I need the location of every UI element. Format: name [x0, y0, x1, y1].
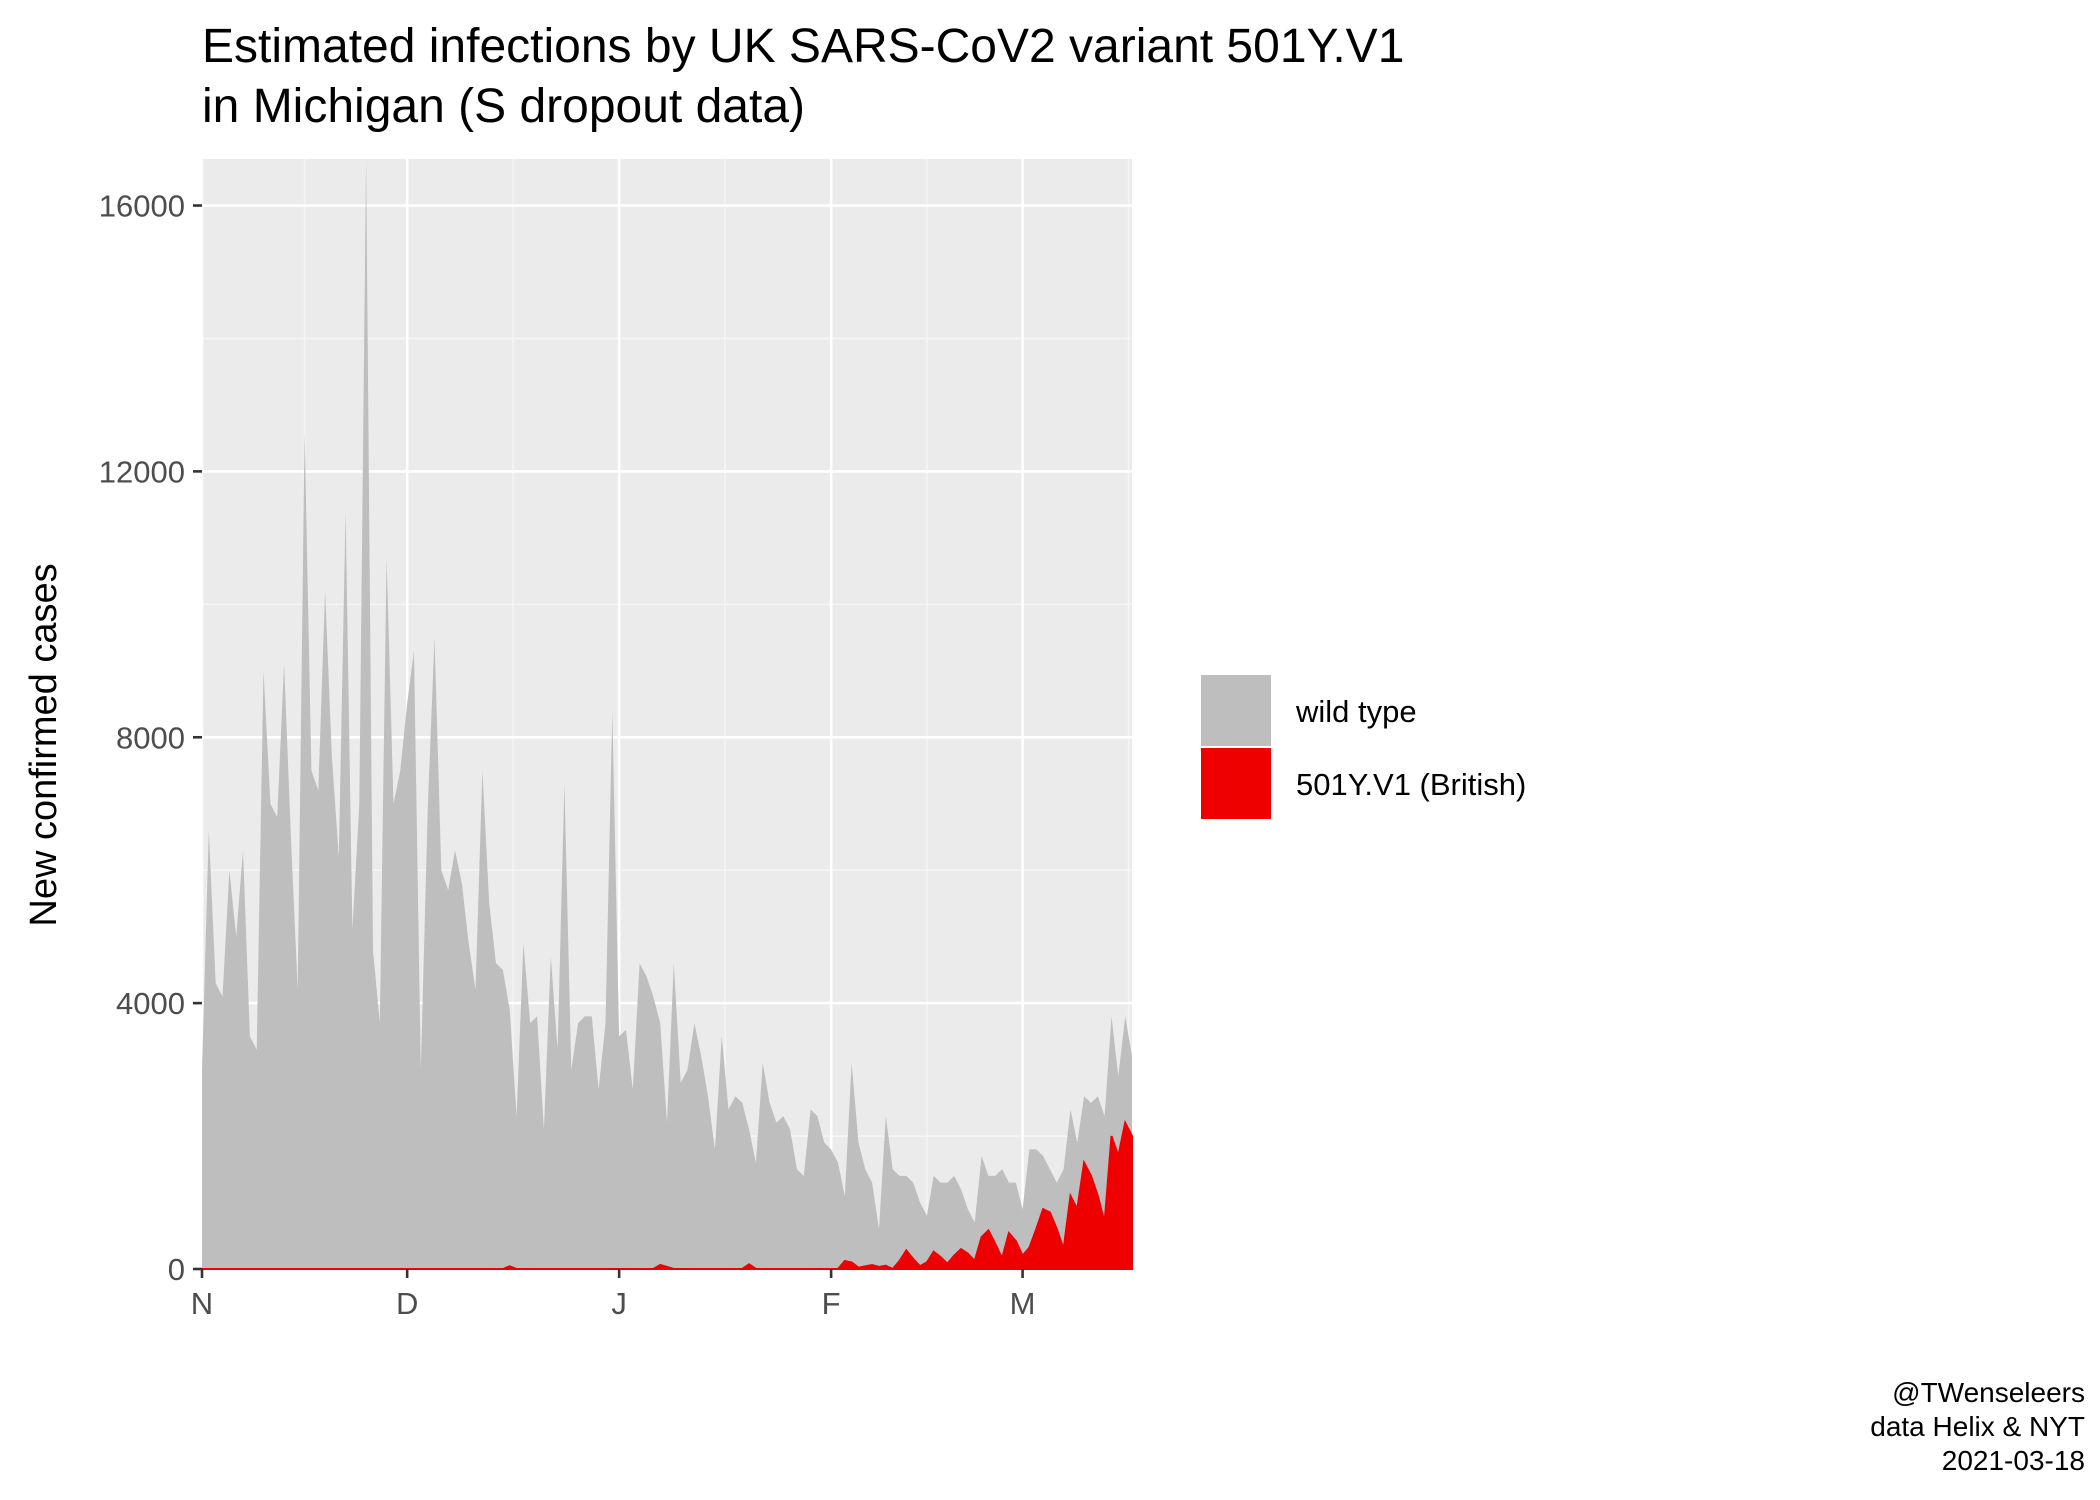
y-tick-label: 0 — [168, 1252, 185, 1287]
y-axis-title: New confirmed cases — [23, 563, 65, 926]
x-tick-label: D — [396, 1286, 418, 1321]
y-tick-label: 16000 — [99, 189, 185, 224]
legend-key-wild-type — [1201, 675, 1271, 746]
y-tick-label: 8000 — [116, 720, 185, 755]
x-tick-label: N — [191, 1286, 213, 1321]
series-area-501y-v1 — [202, 1119, 1133, 1271]
caption-source: data Helix & NYT — [1870, 1411, 2085, 1442]
plot-axes: 0 4000 8000 12000 16000 N D J F M — [99, 189, 1036, 1321]
legend-label-501y-v1: 501Y.V1 (British) — [1296, 767, 1526, 802]
legend-key-501y-v1 — [1201, 748, 1271, 819]
y-tick-label: 12000 — [99, 454, 185, 489]
plot-areas — [202, 159, 1133, 1271]
chart-title-line-2: in Michigan (S dropout data) — [202, 80, 805, 133]
chart-title: Estimated infections by UK SARS-CoV2 var… — [202, 20, 1404, 133]
legend: wild type 501Y.V1 (British) — [1201, 675, 1526, 819]
x-tick-label: F — [822, 1286, 841, 1321]
legend-label-wild-type: wild type — [1295, 694, 1417, 729]
caption-date: 2021-03-18 — [1942, 1445, 2085, 1476]
caption-author: @TWenseleers — [1892, 1377, 2085, 1408]
series-area-wild-type — [202, 159, 1132, 1269]
y-tick-label: 4000 — [116, 986, 185, 1021]
chart-title-line-1: Estimated infections by UK SARS-CoV2 var… — [202, 20, 1404, 73]
x-tick-label: J — [611, 1286, 627, 1321]
caption: @TWenseleers data Helix & NYT 2021-03-18 — [1870, 1377, 2085, 1476]
x-tick-label: M — [1010, 1286, 1036, 1321]
